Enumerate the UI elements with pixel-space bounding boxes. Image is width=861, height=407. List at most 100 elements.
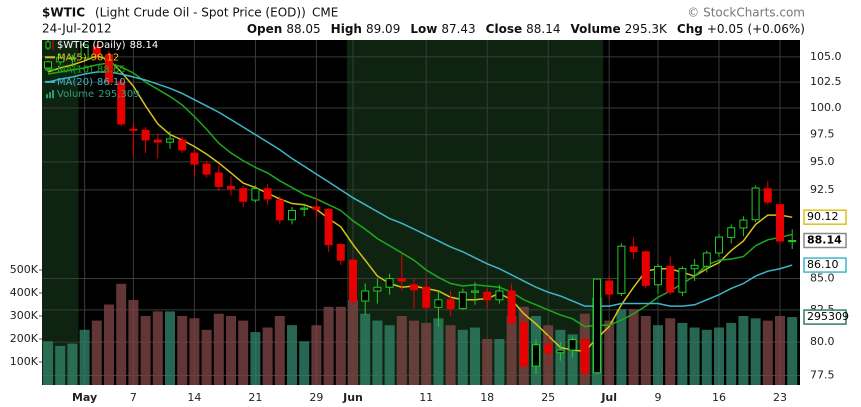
x-tick-label: 11 bbox=[419, 391, 433, 404]
legend-value: 90.12 bbox=[91, 52, 120, 63]
candle-body bbox=[544, 344, 553, 354]
volume-bar bbox=[43, 341, 53, 385]
date: 24-Jul-2012 bbox=[42, 22, 112, 36]
x-tick-label: 9 bbox=[655, 391, 662, 404]
volume-bar bbox=[250, 332, 261, 385]
candle-body bbox=[739, 219, 748, 229]
x-tick-label: May bbox=[72, 391, 97, 404]
candle-body bbox=[288, 209, 296, 221]
volume-bar bbox=[433, 318, 444, 385]
candle-body bbox=[641, 251, 650, 286]
value-tag-label: 88.14 bbox=[807, 233, 842, 246]
volume-bar bbox=[701, 329, 712, 385]
volume-bar bbox=[177, 316, 188, 385]
volume-bar bbox=[140, 316, 151, 385]
chart-title: $WTIC bbox=[42, 6, 85, 20]
candle-body bbox=[605, 280, 614, 295]
volume-bar bbox=[787, 317, 798, 385]
candle-body bbox=[92, 46, 101, 56]
quote-label: Low bbox=[410, 22, 437, 36]
volume-bar bbox=[628, 309, 639, 385]
volume-bar bbox=[323, 306, 334, 385]
candle-body bbox=[519, 322, 528, 367]
value-tag bbox=[803, 209, 847, 225]
legend-value: 88.14 bbox=[130, 40, 159, 51]
y-tick-label: 92.5 bbox=[810, 183, 835, 196]
volume-bar bbox=[445, 325, 456, 385]
candle-body bbox=[361, 290, 370, 302]
source: © StockCharts.com bbox=[687, 6, 805, 20]
candle-body bbox=[373, 286, 382, 292]
quote-value: 88.05 bbox=[286, 22, 320, 36]
quote-label: Chg bbox=[677, 22, 703, 36]
candle-body bbox=[190, 152, 199, 165]
candle-body bbox=[397, 278, 406, 282]
quote-line: Open 88.05 High 89.09 Low 87.43 Close 88.14 Volu… bbox=[247, 22, 805, 36]
volume-bar bbox=[299, 341, 310, 385]
candle-body bbox=[495, 290, 504, 301]
x-tick-label: Jun bbox=[342, 391, 363, 404]
legend-name: Volume bbox=[57, 89, 94, 100]
quote-label: High bbox=[331, 22, 362, 36]
y-tick-label: 100.0 bbox=[810, 101, 842, 114]
x-tick-label: 18 bbox=[480, 391, 494, 404]
legend-value: 88.65 bbox=[97, 65, 126, 76]
y2-tick-label: 300K bbox=[10, 309, 39, 322]
volume-bar bbox=[238, 320, 249, 385]
candle-body bbox=[263, 188, 272, 200]
candle-body bbox=[422, 286, 431, 308]
candle-body bbox=[117, 81, 126, 125]
candle-body bbox=[471, 290, 479, 293]
y-tick-label: 80.0 bbox=[810, 335, 835, 348]
volume-bar bbox=[287, 325, 297, 385]
volume-bar bbox=[201, 329, 212, 385]
value-tag-label: 90.12 bbox=[807, 210, 839, 223]
volume-bar bbox=[689, 327, 700, 385]
value-tag-label: 295309 bbox=[807, 310, 849, 323]
volume-bar bbox=[640, 316, 651, 385]
y-tick-label: 102.5 bbox=[810, 75, 842, 88]
candle-body bbox=[202, 163, 211, 175]
candle-body bbox=[251, 188, 260, 201]
volume-bar bbox=[311, 325, 322, 385]
legend-swatch bbox=[46, 94, 48, 99]
x-tick-label: 25 bbox=[541, 391, 555, 404]
x-tick-label: 14 bbox=[187, 391, 201, 404]
candle-body bbox=[275, 199, 284, 221]
volume-bar bbox=[384, 325, 395, 385]
legend-name: MA(20) bbox=[57, 77, 93, 88]
x-tick-label: 21 bbox=[248, 391, 262, 404]
volume-bar bbox=[79, 329, 90, 385]
candle-body bbox=[727, 227, 736, 238]
volume-bar bbox=[128, 299, 139, 385]
volume-bar bbox=[653, 325, 663, 385]
volume-bar bbox=[677, 322, 688, 385]
candle-body bbox=[629, 246, 638, 253]
quote-value: 295.3K bbox=[625, 22, 668, 36]
candle-body bbox=[239, 188, 248, 202]
legend-label: $WTIC (Daily) 88.14 bbox=[57, 40, 158, 51]
candle-body bbox=[227, 185, 235, 190]
candle-body bbox=[593, 278, 601, 374]
volume-bar bbox=[91, 320, 102, 385]
candle-body bbox=[458, 291, 467, 310]
x-tick-label: 29 bbox=[309, 391, 323, 404]
volume-bar bbox=[604, 320, 615, 385]
volume-bar bbox=[726, 322, 737, 385]
x-tick-label: 23 bbox=[773, 391, 787, 404]
legend-name: MA(5) bbox=[57, 52, 87, 63]
x-tick-label: 7 bbox=[130, 391, 137, 404]
quote-value: 89.09 bbox=[366, 22, 400, 36]
candle-body bbox=[80, 44, 89, 59]
ma-line bbox=[47, 71, 793, 307]
candle-body bbox=[715, 236, 723, 254]
candle-body bbox=[751, 187, 760, 221]
quote-value: 88.14 bbox=[526, 22, 560, 36]
candle-body bbox=[312, 206, 321, 210]
candle-body bbox=[56, 57, 65, 63]
y-tick-label: 85.0 bbox=[810, 272, 835, 285]
legend-name: $WTIC (Daily) bbox=[57, 40, 126, 51]
volume-bar bbox=[189, 318, 200, 385]
